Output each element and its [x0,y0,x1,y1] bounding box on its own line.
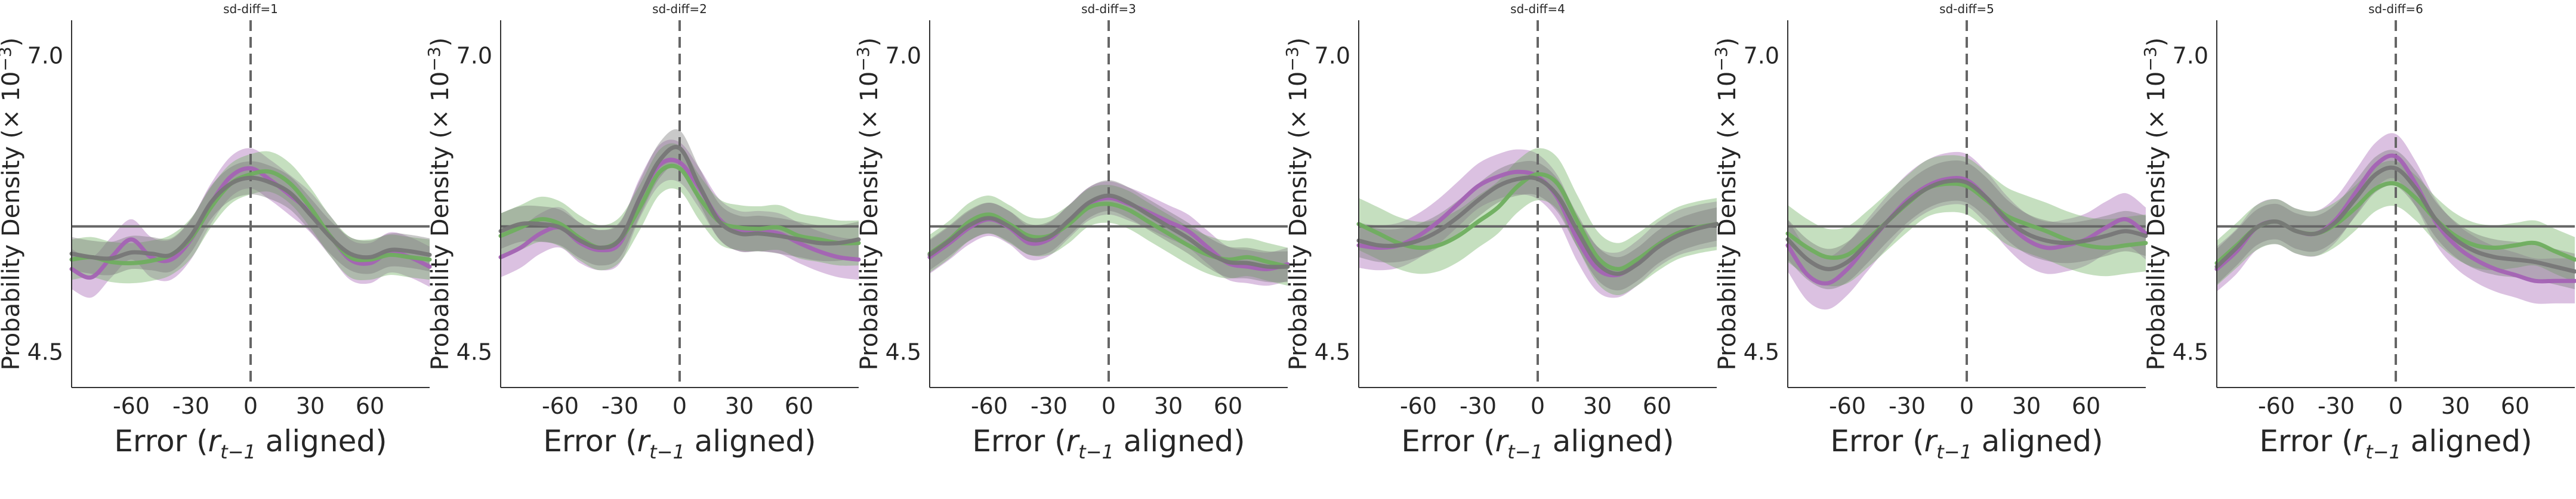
green-band [501,143,859,271]
x-tick-label: 0 [2389,393,2403,419]
gray-line [927,193,1290,269]
x-tick-label: -30 [1460,393,1497,419]
x-tick-label: 0 [1960,393,1974,419]
purple-band [2217,133,2575,304]
x-tick-label: 60 [1643,393,1671,419]
x-tick-label: 30 [2441,393,2470,419]
x-axis-label: Error (rt−1 aligned) [543,424,816,463]
gray-band [1359,160,1717,291]
y-tick-label: 7.0 [1315,43,1350,69]
green-band [930,185,1288,286]
panel-title: sd-diff=1 [223,2,278,16]
x-axis-label: Error (rt−1 aligned) [114,424,387,463]
gray-line [1785,178,2148,271]
x-tick-label: -60 [1400,393,1437,419]
purple-band [1788,151,2146,310]
gray-line [2214,165,2576,274]
y-axis-label: Probability Density (× 10−3) [1282,38,1312,371]
x-tick-label: -60 [1829,393,1866,419]
y-tick-label: 4.5 [1315,339,1350,365]
panel-title: sd-diff=4 [1510,2,1565,16]
x-tick-label: -30 [1889,393,1926,419]
x-axis-label: Error (rt−1 aligned) [972,424,1245,463]
gray-line [69,175,432,261]
x-tick-label: 0 [1102,393,1116,419]
green-line [498,163,861,250]
green-band [1788,155,2146,287]
x-tick-label: 0 [672,393,687,419]
x-tick-label: -30 [601,393,638,419]
x-tick-label: 30 [2012,393,2041,419]
green-line [69,169,432,265]
x-tick-label: -60 [2258,393,2295,419]
purple-line [69,166,432,280]
y-tick-label: 4.5 [27,339,63,365]
panel-5: sd-diff=5 -60 -30 0 30 60 4.5 7.0 Error (rt−1 al… [1711,2,2148,463]
x-axis-label: Error (rt−1 aligned) [1830,424,2103,463]
purple-band [1359,149,1717,298]
panel-title: sd-diff=2 [652,2,707,16]
y-tick-label: 7.0 [456,43,492,69]
x-tick-label: -30 [2318,393,2355,419]
y-axis-label: Probability Density (× 10−3) [2140,38,2170,371]
x-axis-label: Error (rt−1 aligned) [2259,424,2532,463]
gray-band [930,180,1288,283]
y-axis-label: Probability Density (× 10−3) [1711,38,1741,371]
x-tick-label: -60 [113,393,150,419]
x-tick-label: 60 [1214,393,1242,419]
green-line [927,202,1290,269]
x-tick-label: 0 [1531,393,1545,419]
x-tick-label: 30 [296,393,325,419]
gray-band [1788,160,2146,290]
x-axis-label: Error (rt−1 aligned) [1401,424,1674,463]
panel-4: sd-diff=4 -60 -30 0 30 60 4.5 7.0 Error (rt−1 al… [1282,2,1719,463]
x-tick-label: 30 [1154,393,1183,419]
x-tick-label: -60 [542,393,579,419]
x-tick-label: 60 [2072,393,2100,419]
x-tick-label: -60 [971,393,1008,419]
x-tick-label: 60 [2501,393,2529,419]
y-tick-label: 7.0 [1744,43,1779,69]
green-line [1785,181,2148,260]
x-tick-label: 60 [785,393,813,419]
x-tick-label: -30 [172,393,209,419]
green-band [1359,148,1717,296]
x-tick-label: -30 [1031,393,1068,419]
y-tick-label: 4.5 [1744,339,1779,365]
y-tick-label: 7.0 [27,43,63,69]
y-axis-label: Probability Density (× 10−3) [853,38,883,371]
panel-2: sd-diff=2 -60 -30 0 30 60 4.5 7.0 Error (rt−1 al… [424,2,861,463]
y-tick-label: 4.5 [2173,339,2208,365]
y-tick-label: 7.0 [2173,43,2208,69]
gray-line [498,145,861,250]
x-tick-label: 30 [1583,393,1612,419]
panel-title: sd-diff=5 [1939,2,1994,16]
panel-title: sd-diff=6 [2368,2,2423,16]
x-tick-label: 60 [356,393,384,419]
y-tick-label: 4.5 [886,339,921,365]
x-tick-label: 30 [725,393,754,419]
y-axis-label: Probability Density (× 10−3) [0,38,25,371]
panel-title: sd-diff=3 [1081,2,1136,16]
x-tick-label: 0 [243,393,258,419]
panel-1: sd-diff=1 -60 -30 0 30 60 4.5 7.0 Error (rt−1 al… [0,2,432,463]
panel-3: sd-diff=3 -60 -30 0 30 60 4.5 7.0 Error (rt−1 al… [853,2,1290,463]
gray-line [1356,175,1719,276]
y-axis-label: Probability Density (× 10−3) [424,38,454,371]
y-tick-label: 7.0 [886,43,921,69]
y-tick-label: 4.5 [456,339,492,365]
panel-6: sd-diff=6 -60 -30 0 30 60 4.5 7.0 Error (rt−1 al… [2140,2,2576,463]
